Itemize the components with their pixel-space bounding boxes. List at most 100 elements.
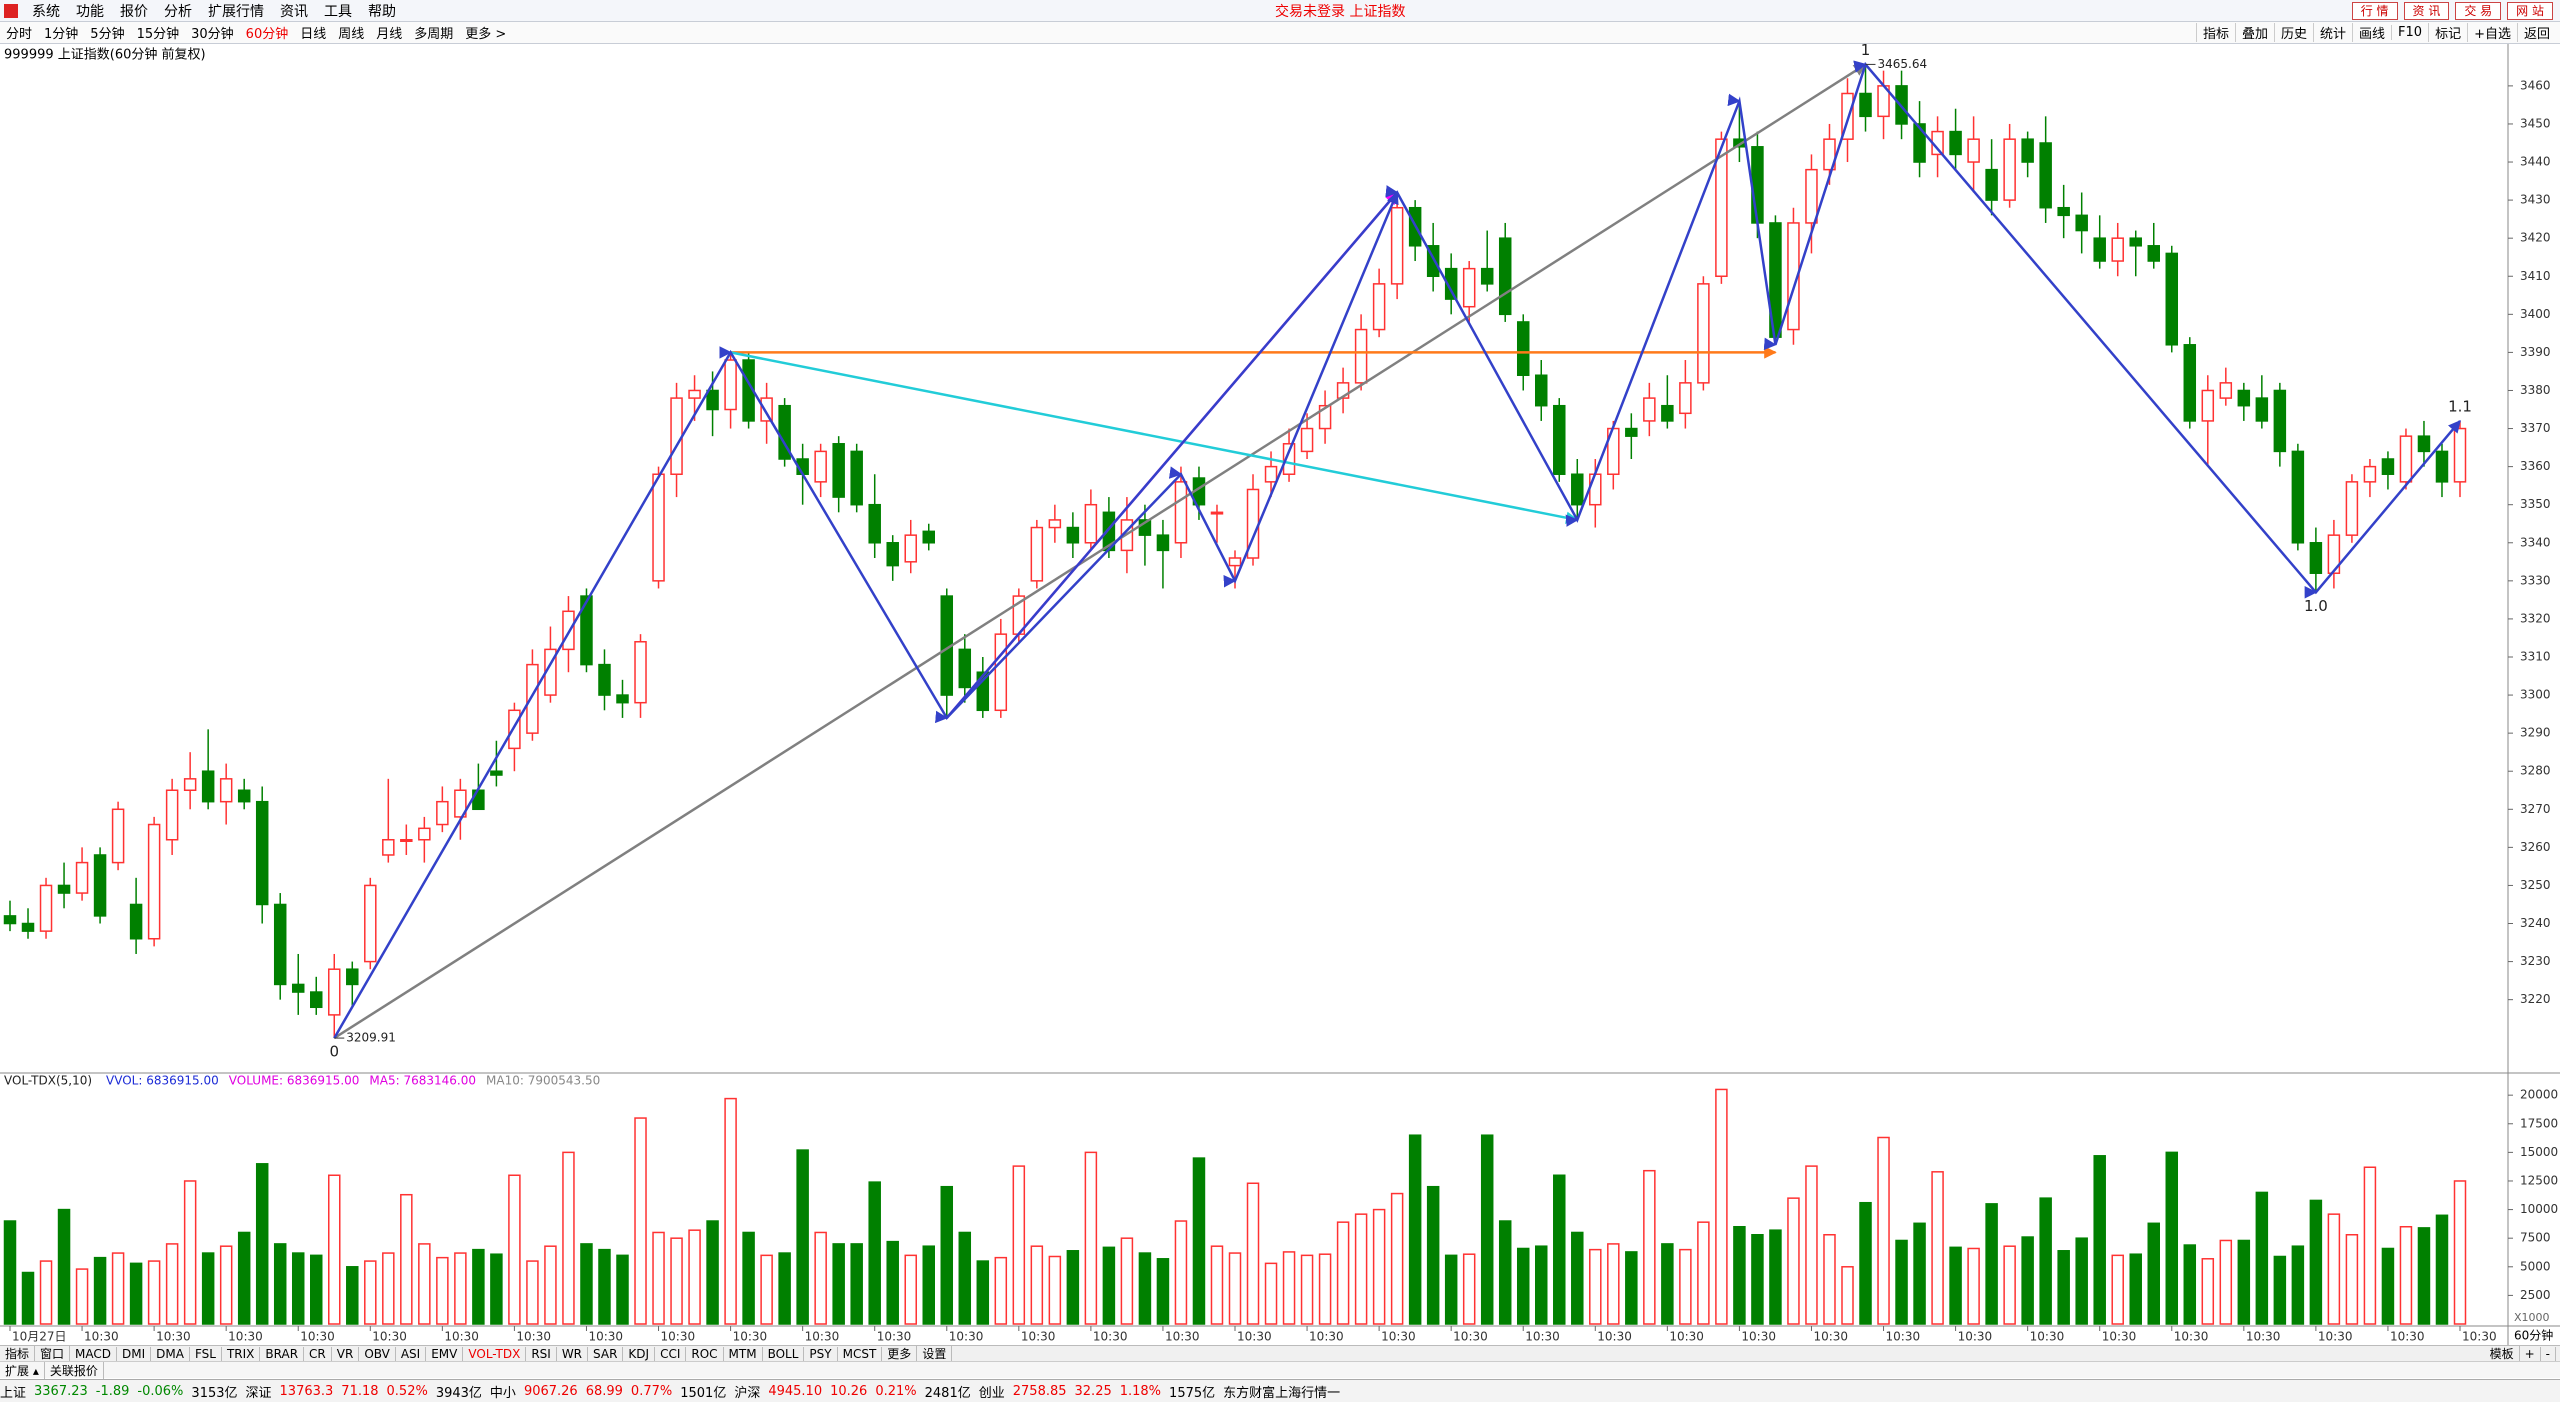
tool-button[interactable]: 画线 bbox=[2352, 23, 2391, 42]
volume-bar bbox=[147, 1260, 161, 1325]
indicator-tab[interactable]: VR bbox=[332, 1346, 360, 1361]
indicator-tab[interactable]: OBV bbox=[359, 1346, 396, 1361]
volume-bar bbox=[1318, 1253, 1332, 1325]
volume-bar bbox=[1462, 1253, 1476, 1325]
x-tick-label: 10:30 bbox=[2318, 1330, 2353, 1344]
candle-body bbox=[2273, 389, 2287, 453]
indicator-tab[interactable]: BRAR bbox=[260, 1346, 305, 1361]
period-button[interactable]: 月线 bbox=[376, 27, 403, 42]
indicator-tab[interactable]: ROC bbox=[686, 1346, 724, 1361]
indicator-tab[interactable]: SAR bbox=[588, 1346, 624, 1361]
candle-body bbox=[39, 884, 53, 932]
candle-body bbox=[904, 534, 917, 563]
volume-bar bbox=[1625, 1251, 1638, 1325]
menu-item[interactable]: 报价 bbox=[120, 3, 148, 20]
candle-body bbox=[1967, 138, 1980, 163]
indicator-tab[interactable]: KDJ bbox=[623, 1346, 656, 1361]
menu-item[interactable]: 工具 bbox=[324, 3, 352, 20]
period-button[interactable]: 15分钟 bbox=[136, 27, 180, 42]
ext-tab[interactable]: 扩展 ▴ bbox=[0, 1361, 45, 1379]
menu-item[interactable]: 扩展行情 bbox=[208, 3, 264, 20]
indicator-tab[interactable]: DMA bbox=[151, 1346, 190, 1361]
top-button[interactable]: 交 易 bbox=[2455, 1, 2502, 20]
candle-body bbox=[2363, 465, 2377, 483]
candle-body bbox=[580, 595, 593, 666]
top-button[interactable]: 网 站 bbox=[2507, 1, 2553, 20]
x-tick-label: 10:30 bbox=[733, 1330, 768, 1344]
indicator-tab[interactable]: EMV bbox=[426, 1346, 464, 1361]
tool-button[interactable]: 统计 bbox=[2313, 23, 2352, 42]
indicator-tab[interactable]: TRIX bbox=[222, 1346, 261, 1361]
tool-button[interactable]: F10 bbox=[2391, 25, 2428, 40]
indicator-tab[interactable]: DMI bbox=[117, 1346, 152, 1361]
status-bar: 上证 3367.23 -1.89 -0.06% 3153亿 深证 13763.3 71.18 0… bbox=[0, 1379, 2560, 1402]
tool-button[interactable]: +自选 bbox=[2467, 23, 2517, 42]
menu-item[interactable]: 分析 bbox=[164, 3, 192, 20]
menu-item[interactable]: 系统 bbox=[32, 3, 60, 20]
tool-button[interactable]: 历史 bbox=[2273, 23, 2313, 42]
period-button[interactable]: 周线 bbox=[338, 27, 365, 42]
volume-bar bbox=[2399, 1225, 2413, 1325]
y-tick-label: 3240 bbox=[2520, 916, 2551, 930]
period-button[interactable]: 多周期 bbox=[414, 27, 454, 42]
indicator-tab[interactable]: FSL bbox=[190, 1346, 222, 1361]
tool-button[interactable]: 叠加 bbox=[2234, 23, 2274, 42]
indicator-tab[interactable]: PSY bbox=[804, 1346, 838, 1361]
period-button[interactable]: 5分钟 bbox=[90, 27, 125, 42]
indicator-tab[interactable]: WR bbox=[557, 1346, 589, 1361]
volume-bar bbox=[904, 1254, 917, 1325]
candle-body bbox=[886, 542, 899, 567]
indicator-tab[interactable]: RSI bbox=[526, 1346, 557, 1361]
tab-action[interactable]: + bbox=[2520, 1346, 2541, 1361]
index-pct: 0.21% bbox=[875, 1383, 917, 1399]
indicator-tab[interactable]: 设置 bbox=[917, 1345, 953, 1362]
period-button[interactable]: 更多 > bbox=[465, 27, 507, 42]
indicator-tab[interactable]: VOL-TDX bbox=[463, 1346, 527, 1361]
top-button[interactable]: 行 情 bbox=[2351, 1, 2398, 20]
indicator-tab[interactable]: MACD bbox=[70, 1346, 118, 1361]
indicator-tab[interactable]: CR bbox=[304, 1346, 332, 1361]
top-button[interactable]: 资 讯 bbox=[2403, 1, 2450, 20]
indicator-tab[interactable]: 指标 bbox=[0, 1345, 36, 1362]
volume-bar bbox=[868, 1181, 881, 1325]
x-tick-label: 10:30 bbox=[1525, 1330, 1560, 1344]
x-tick-label: 10:30 bbox=[2390, 1330, 2425, 1344]
volume-bar bbox=[832, 1243, 845, 1325]
volume-bar bbox=[1895, 1239, 1908, 1325]
period-button[interactable]: 60分钟 bbox=[245, 27, 289, 42]
menu-item[interactable]: 功能 bbox=[76, 3, 104, 20]
period-button[interactable]: 分时 bbox=[6, 27, 33, 42]
indicator-tab[interactable]: 更多 bbox=[882, 1345, 918, 1362]
volume-bar bbox=[796, 1149, 809, 1325]
period-button[interactable]: 1分钟 bbox=[44, 27, 79, 42]
indicator-tab[interactable]: CCI bbox=[655, 1346, 687, 1361]
tab-action[interactable]: - bbox=[2541, 1346, 2556, 1361]
candle-body bbox=[129, 903, 143, 940]
menu-item[interactable]: 帮助 bbox=[368, 3, 396, 20]
tool-button[interactable]: 标记 bbox=[2428, 23, 2467, 42]
tool-button[interactable]: 返回 bbox=[2516, 23, 2556, 42]
indicator-tab[interactable]: 窗口 bbox=[35, 1345, 71, 1362]
volume-bar bbox=[2201, 1258, 2215, 1325]
period-button[interactable]: 30分钟 bbox=[191, 27, 234, 42]
ext-tab[interactable]: 关联报价 bbox=[45, 1361, 104, 1379]
candle-body bbox=[1949, 130, 1962, 156]
indicator-tab[interactable]: BOLL bbox=[763, 1346, 805, 1361]
candle-body bbox=[219, 778, 233, 803]
tool-button[interactable]: 指标 bbox=[2195, 23, 2235, 42]
indicator-tab[interactable]: MTM bbox=[724, 1346, 763, 1361]
top-buttons: 行 情资 讯交 易网 站 bbox=[2349, 1, 2560, 20]
x-tick-label: 10:30 bbox=[228, 1330, 263, 1344]
indicator-tab[interactable]: ASI bbox=[396, 1346, 427, 1361]
tab-action[interactable]: 模板 bbox=[2485, 1345, 2520, 1362]
y-tick-label: 3390 bbox=[2520, 345, 2551, 359]
indicator-tab[interactable]: MCST bbox=[838, 1346, 883, 1361]
volume-bar bbox=[382, 1252, 395, 1325]
y-tick-label: 3440 bbox=[2520, 155, 2551, 169]
y-tick-label: 3250 bbox=[2520, 878, 2551, 892]
menu-item[interactable]: 资讯 bbox=[280, 3, 308, 20]
volume-bar bbox=[2237, 1239, 2251, 1325]
period-button[interactable]: 日线 bbox=[300, 27, 327, 42]
x-tick-label: 10月27日 bbox=[12, 1330, 67, 1344]
x-tick-label: 10:30 bbox=[1813, 1330, 1848, 1344]
